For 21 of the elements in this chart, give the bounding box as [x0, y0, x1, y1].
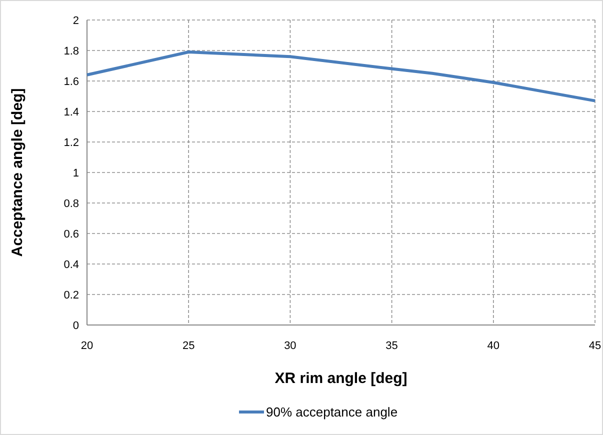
y-tick-label: 0.6 — [64, 228, 79, 240]
y-tick-label: 1.2 — [64, 136, 79, 149]
y-tick-label: 0 — [72, 320, 79, 332]
y-tick-label: 0.4 — [64, 258, 79, 271]
y-tick-label: 2 — [72, 14, 79, 27]
legend-label: 90% acceptance angle — [266, 404, 398, 420]
y-tick-label: 0.8 — [64, 198, 79, 210]
y-tick-label: 1 — [72, 167, 79, 180]
y-tick-label: 1.6 — [64, 76, 79, 88]
y-tick-label: 1.4 — [64, 106, 79, 118]
x-axis-title: XR rim angle [deg] — [274, 370, 408, 387]
x-tick-label: 45 — [588, 340, 602, 352]
line-series — [86, 50, 596, 102]
y-tick-label: 0.2 — [64, 289, 79, 302]
x-tick-label: 20 — [80, 340, 94, 352]
y-axis-title: Acceptance angle [deg] — [9, 88, 26, 257]
x-tick-label: 40 — [487, 340, 500, 352]
y-tick-label: 1.8 — [64, 45, 79, 58]
x-tick-label: 25 — [182, 340, 195, 352]
x-tick-label: 30 — [284, 340, 296, 352]
x-tick-label: 35 — [386, 340, 398, 352]
